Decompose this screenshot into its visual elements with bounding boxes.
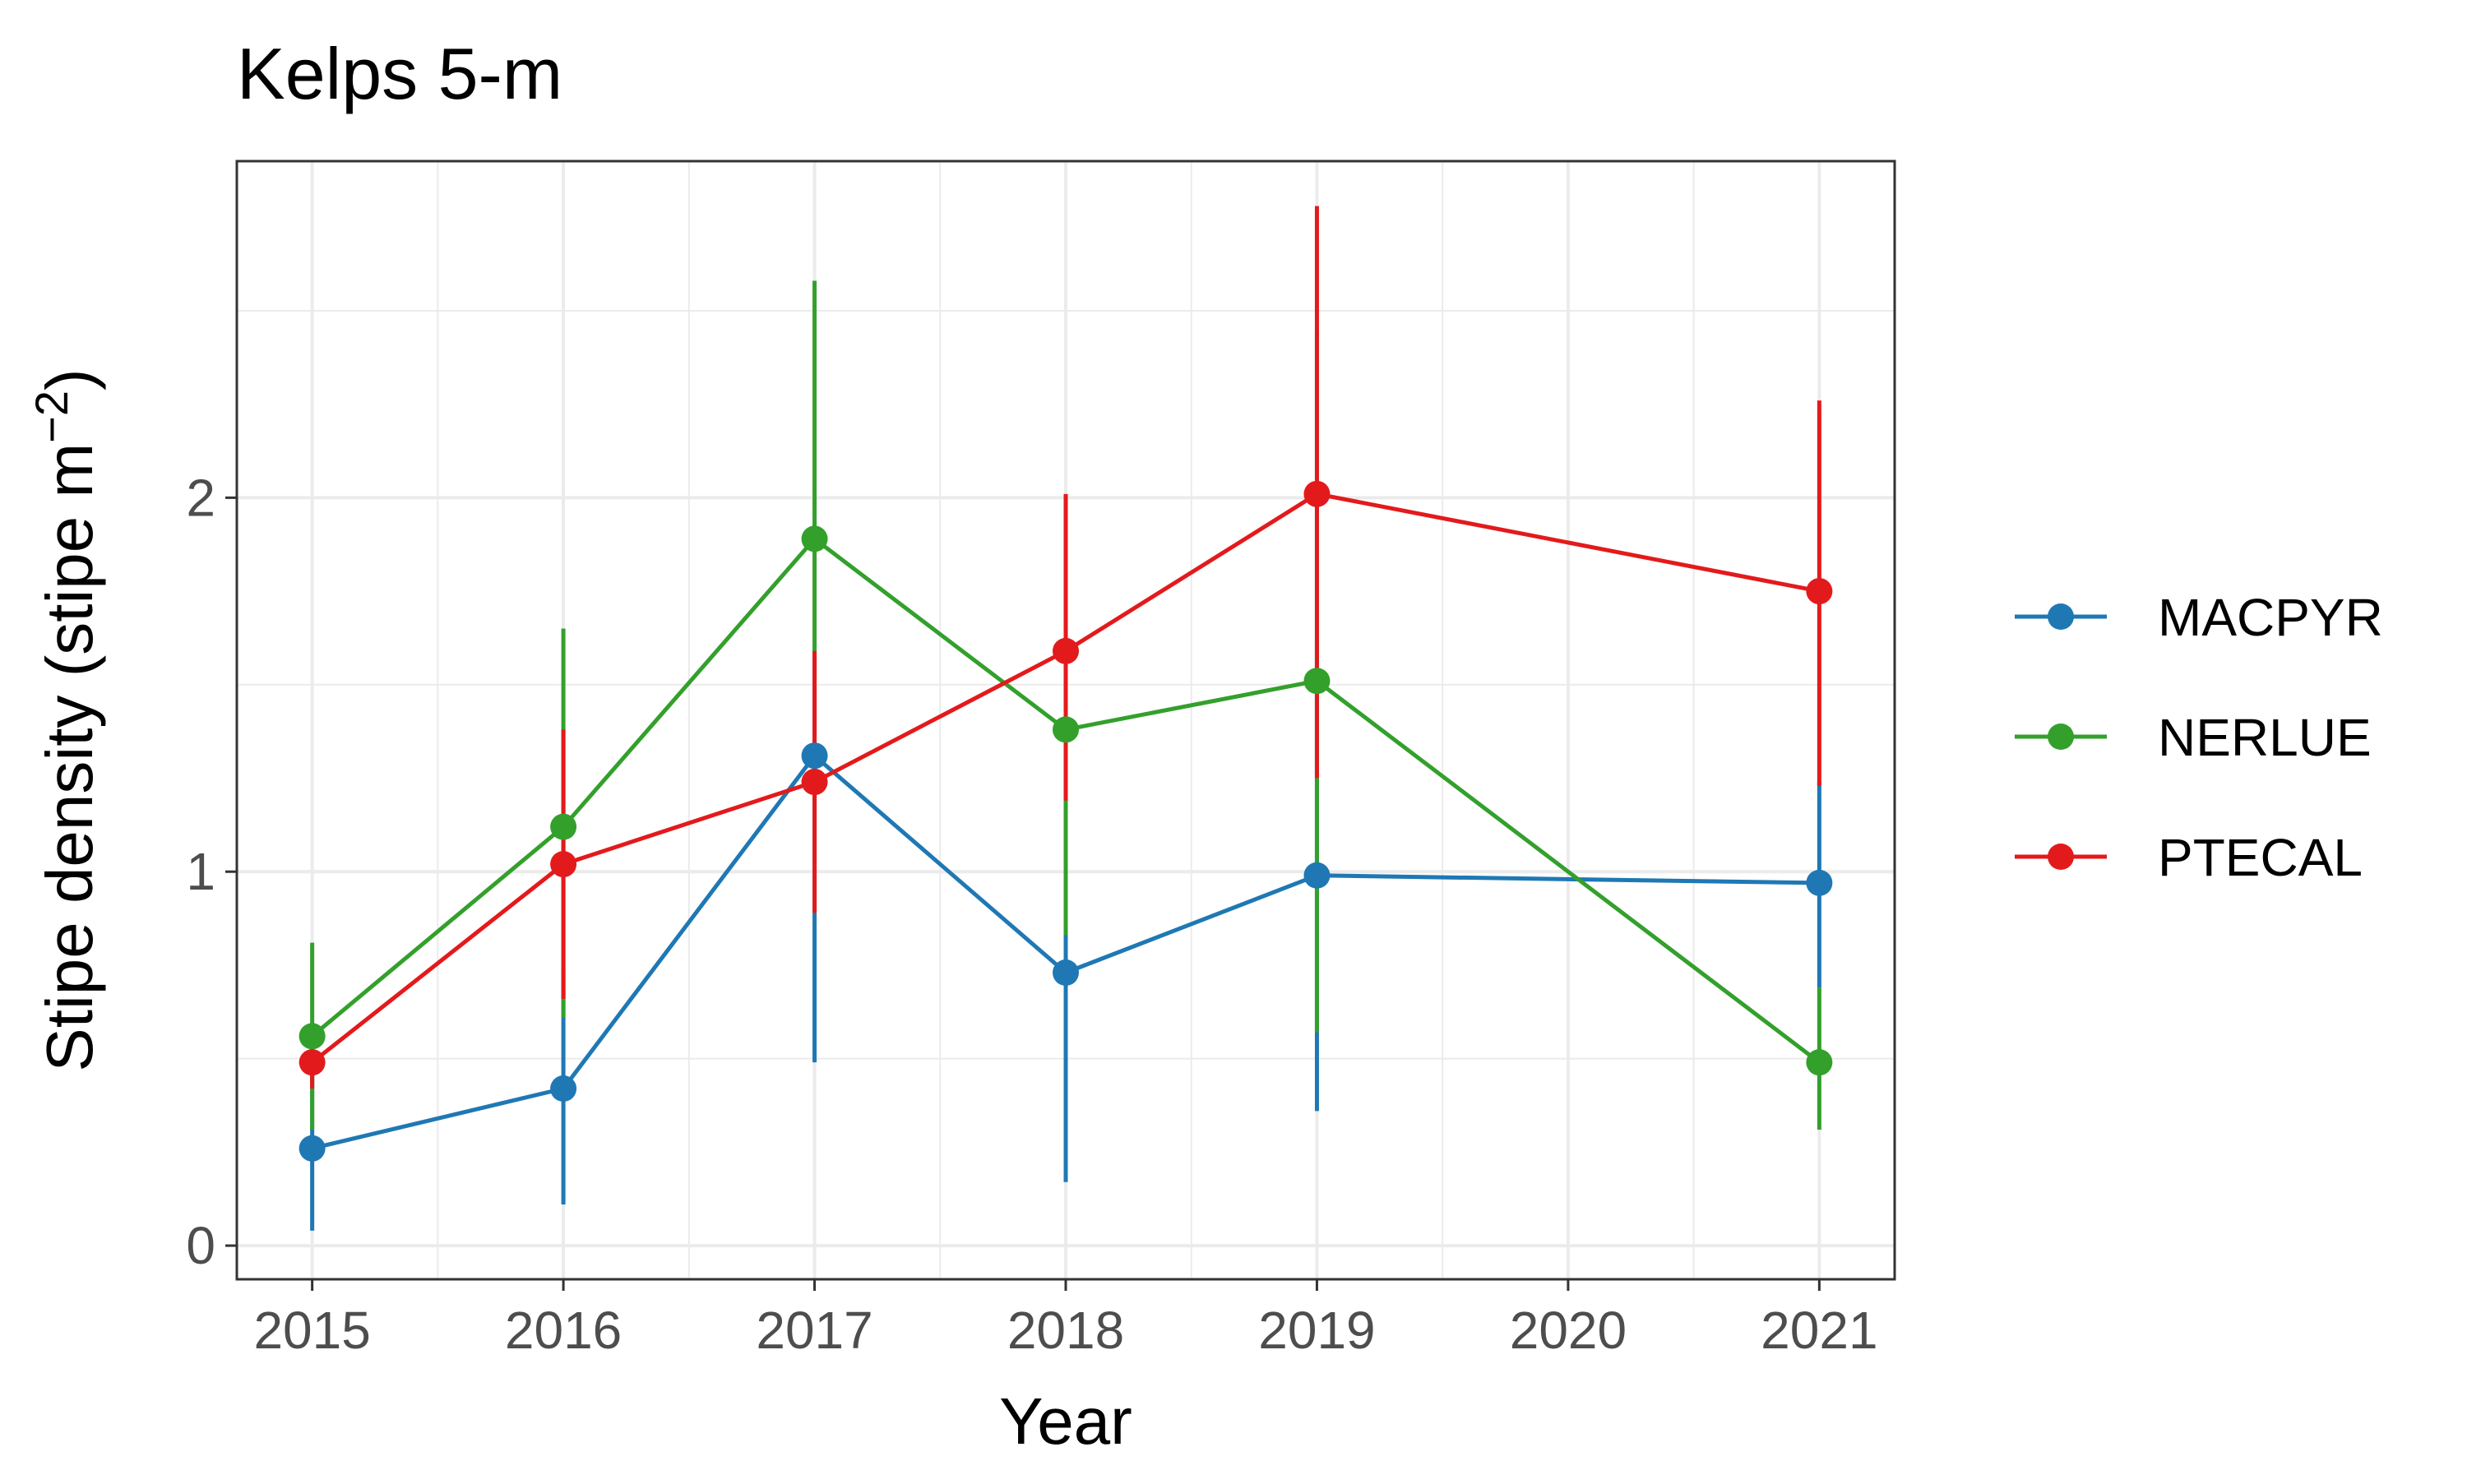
data-point-nerlue <box>1806 1049 1833 1076</box>
y-tick-label: 1 <box>186 842 215 901</box>
series-points <box>299 480 1833 1162</box>
legend-label: MACPYR <box>2158 588 2383 647</box>
data-point-macpyr <box>299 1135 326 1162</box>
data-point-macpyr <box>801 742 828 770</box>
data-point-ptecal <box>1053 637 1079 664</box>
legend-key-point <box>2048 724 2074 750</box>
x-tick-label: 2019 <box>1258 1301 1375 1360</box>
data-point-ptecal <box>299 1049 326 1076</box>
x-tick-label: 2015 <box>253 1301 370 1360</box>
legend-item-ptecal: PTECAL <box>2015 828 2363 887</box>
y-tick-label: 0 <box>186 1216 215 1275</box>
x-tick-label: 2018 <box>1007 1301 1124 1360</box>
legend-key-point <box>2048 603 2074 630</box>
data-point-ptecal <box>1806 578 1833 605</box>
x-tick-label: 2016 <box>505 1301 622 1360</box>
y-axis-title: Stipe density (stipe m−2) <box>25 368 106 1071</box>
y-axis-title-close: ) <box>33 368 106 391</box>
legend-key-point <box>2048 844 2074 870</box>
x-tick-label: 2017 <box>756 1301 872 1360</box>
x-axis-title: Year <box>999 1385 1132 1458</box>
series-lines <box>310 492 1821 1151</box>
legend-label: PTECAL <box>2158 828 2363 887</box>
series-line-ptecal <box>311 492 1820 1065</box>
data-point-macpyr <box>1303 862 1331 889</box>
series-line-macpyr <box>312 753 1820 1151</box>
legend-item-macpyr: MACPYR <box>2015 588 2383 647</box>
axes: 2015 2016 2017 2018 2019 2020 2021 0 1 2 <box>186 468 1877 1360</box>
data-point-nerlue <box>550 813 577 840</box>
data-point-ptecal <box>801 769 828 796</box>
data-point-nerlue <box>801 525 828 552</box>
data-point-macpyr <box>550 1075 577 1103</box>
data-point-ptecal <box>1303 480 1331 507</box>
y-axis-title-main: Stipe density (stipe m <box>33 443 106 1072</box>
legend-label: NERLUE <box>2158 708 2372 767</box>
y-axis-title-superscript: −2 <box>25 391 77 443</box>
data-point-macpyr <box>1053 959 1079 987</box>
x-tick-label: 2021 <box>1761 1301 1877 1360</box>
y-tick-label: 2 <box>186 468 215 527</box>
data-point-nerlue <box>299 1023 326 1050</box>
legend: MACPYR NERLUE PTECAL <box>2015 588 2383 887</box>
chart-title: Kelps 5-m <box>237 33 562 114</box>
data-point-macpyr <box>1806 869 1833 896</box>
data-point-nerlue <box>1303 668 1331 695</box>
series-line-nerlue <box>310 536 1821 1065</box>
data-point-nerlue <box>1053 716 1079 743</box>
x-tick-label: 2020 <box>1510 1301 1627 1360</box>
data-point-ptecal <box>550 851 577 878</box>
legend-item-nerlue: NERLUE <box>2015 708 2372 767</box>
